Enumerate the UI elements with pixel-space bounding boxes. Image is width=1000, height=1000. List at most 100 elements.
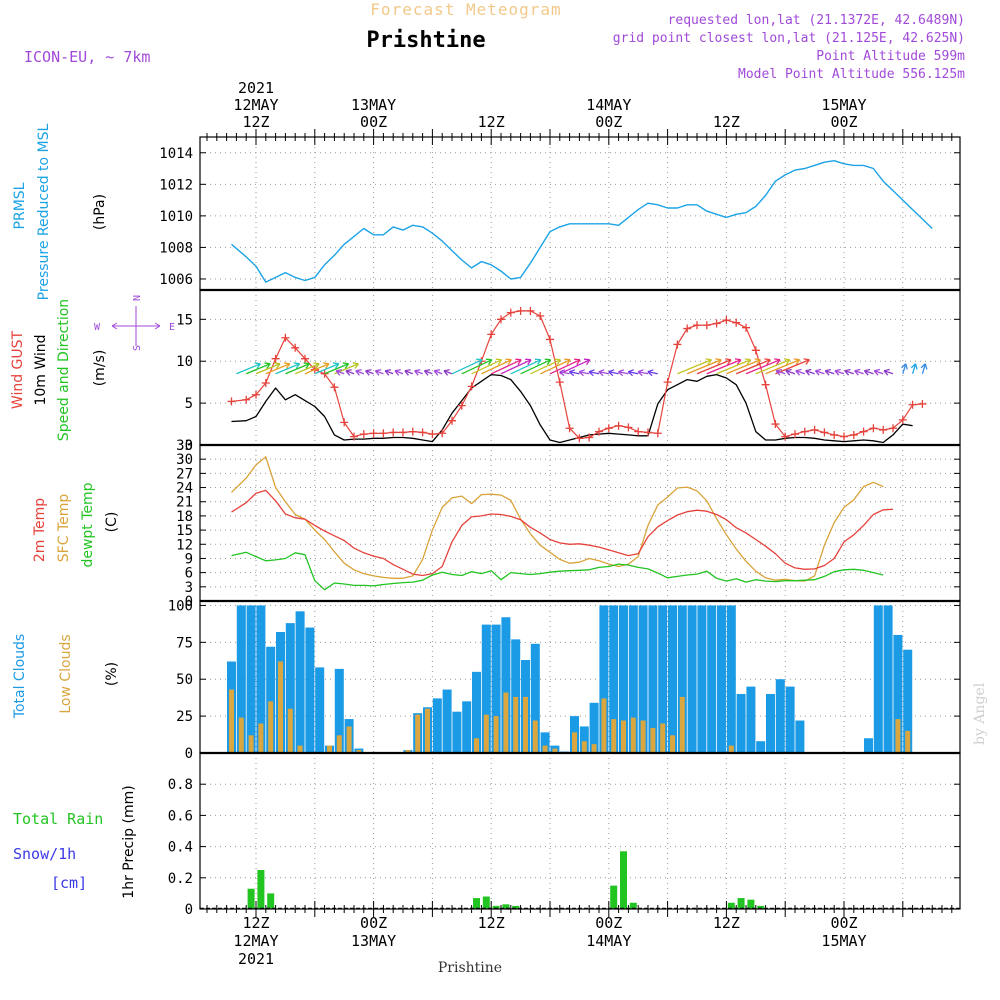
low-cloud-bar <box>572 732 577 753</box>
wind-arrow <box>525 358 532 365</box>
low-cloud-bar <box>425 708 430 753</box>
low-cloud-bar <box>611 719 617 753</box>
wind-arrow <box>775 359 810 375</box>
y-tick-label: 18 <box>176 509 193 525</box>
compass-n: N <box>132 295 143 301</box>
gust-marker <box>565 424 574 433</box>
bottom-time-label: 12Z <box>713 914 740 932</box>
gust-marker <box>918 399 927 408</box>
total-cloud-bar <box>315 667 325 753</box>
y-tick-label: 0.4 <box>168 840 193 856</box>
rain-bar <box>473 898 480 909</box>
wind-arrow-light <box>921 363 927 374</box>
wind-arrow <box>774 358 781 365</box>
wind-arrow-light <box>785 370 796 375</box>
temp-2m-line <box>231 489 894 577</box>
gust-marker <box>399 428 407 437</box>
low-cloud-bar <box>238 717 244 753</box>
gust-marker <box>673 340 682 349</box>
gust-marker <box>859 427 868 436</box>
wind-arrow-light <box>910 363 918 370</box>
total-cloud-bar <box>442 689 452 753</box>
wind-arrow <box>574 358 581 365</box>
gust-marker <box>379 429 388 438</box>
total-cloud-bar <box>677 605 687 753</box>
wind-10m-label: 10m Wind <box>33 334 49 405</box>
bottom-time-label: 00Z <box>360 914 387 932</box>
wind-arrow-light <box>618 371 629 375</box>
total-clouds-label: Total Clouds <box>12 634 28 719</box>
wind-arrow-light <box>404 369 411 376</box>
gust-marker <box>771 420 780 429</box>
y-tick-label: 1010 <box>159 209 193 225</box>
y-tick-label: 0 <box>185 746 193 762</box>
wind-arrow-light <box>588 369 595 377</box>
gust-marker <box>350 432 358 441</box>
gust-marker <box>227 397 236 406</box>
requested-coords: requested lon,lat (21.1372E, 42.6489N) <box>668 13 965 28</box>
wind-arrow <box>544 358 552 365</box>
low-cloud-bar <box>258 723 264 753</box>
total-cloud-bar <box>756 741 766 753</box>
rain-bar <box>620 851 627 909</box>
y-tick-label: 50 <box>176 672 193 688</box>
gust-marker <box>301 354 309 363</box>
total-cloud-bar <box>266 646 276 753</box>
wind-arrow-light <box>795 370 806 375</box>
top-time-label: 00Z <box>830 113 857 131</box>
gust-marker <box>428 430 437 439</box>
wind-arrow <box>510 359 542 375</box>
precip-side-labels: Total Rain Snow/1h [cm] 1hr Precip (mm) <box>13 785 137 898</box>
wind-arrow-light <box>637 369 644 377</box>
wind-arrow-light <box>414 369 421 376</box>
temp-dewpt-label: dewpt Temp <box>80 482 96 567</box>
gust-marker <box>810 425 819 434</box>
low-cloud-bar <box>640 720 646 753</box>
wind-arrow <box>696 359 732 375</box>
low-cloud-bar <box>660 723 666 753</box>
top-time-label: 12MAY <box>233 96 278 114</box>
wind-arrow-light <box>627 369 634 377</box>
y-tick-label: 1008 <box>159 240 193 256</box>
y-tick-label: 0 <box>185 594 193 610</box>
wind-arrow <box>754 358 761 365</box>
wind-arrow-light <box>374 369 382 376</box>
gust-marker <box>683 324 692 333</box>
gust-marker <box>820 428 829 437</box>
low-cloud-bar <box>415 714 421 753</box>
total-cloud-bar <box>638 605 648 753</box>
wind-arrow <box>254 362 261 369</box>
gust-marker <box>908 400 917 409</box>
wind-direction-label: Speed and Direction <box>56 299 72 441</box>
gust-marker <box>438 429 447 438</box>
data-layer <box>200 159 960 910</box>
wind-arrow <box>715 358 722 365</box>
wind-arrow <box>495 358 503 365</box>
gust-marker <box>389 428 398 437</box>
cloud-unit: (%) <box>104 662 120 686</box>
total-cloud-bar <box>491 624 501 753</box>
gust-marker <box>291 343 300 352</box>
gust-marker <box>869 424 878 433</box>
wind-arrow <box>293 362 301 369</box>
total-cloud-bar <box>452 711 462 753</box>
low-cloud-bar <box>356 750 362 753</box>
low-cloud-bar <box>278 661 283 753</box>
rain-bar <box>610 885 618 909</box>
low-cloud-bar <box>336 735 342 753</box>
super-title: Forecast Meteogram <box>370 0 561 19</box>
total-cloud-bar <box>481 624 491 753</box>
wind-arrow-light <box>608 369 615 377</box>
wind-arrow-light <box>814 368 822 376</box>
wind-arrow-light <box>384 370 394 375</box>
wind-arrow <box>559 359 591 375</box>
total-cloud-bar <box>746 686 756 753</box>
gust-marker <box>879 425 888 434</box>
gust-marker <box>242 395 251 404</box>
wind-arrow <box>583 358 591 365</box>
wind-arrow <box>265 363 291 375</box>
y-tick-label: 5 <box>185 396 193 412</box>
low-cloud-bar <box>346 726 352 753</box>
wind-arrow <box>530 359 561 375</box>
low-cloud-bar <box>503 692 509 753</box>
